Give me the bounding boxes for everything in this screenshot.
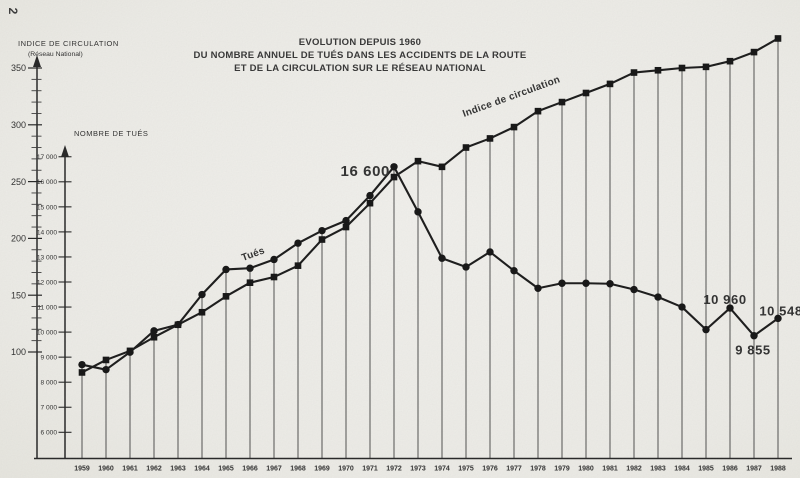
paper-texture bbox=[0, 0, 800, 478]
scanned-chart-page: 2 EVOLUTION DEPUIS 1960 DU NOMBRE ANNUEL… bbox=[0, 0, 800, 478]
